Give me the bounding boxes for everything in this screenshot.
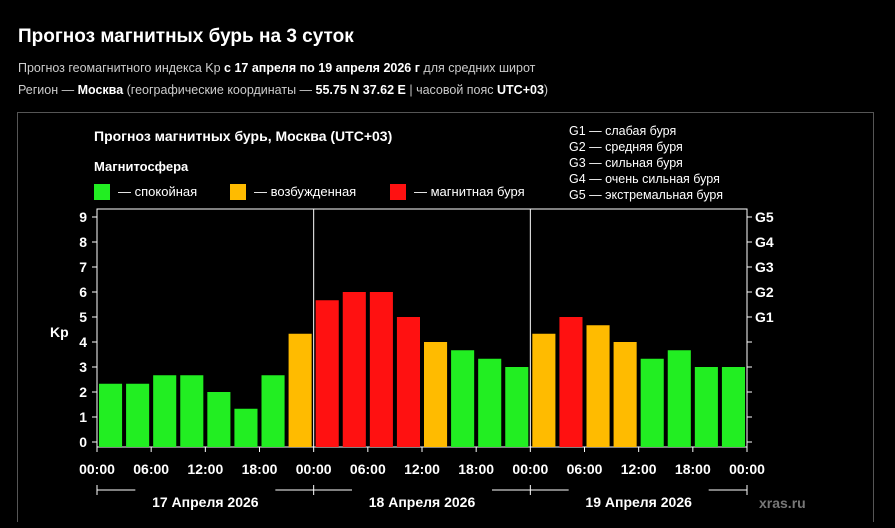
legend-swatch xyxy=(390,184,406,200)
x-tick-label: 06:00 xyxy=(350,461,386,477)
legend-label: — возбужденная xyxy=(254,184,356,199)
x-tick-label: 00:00 xyxy=(729,461,765,477)
timezone-value: UTC+03 xyxy=(497,83,544,97)
coords-prefix: (географические координаты — xyxy=(123,83,316,97)
period-dates: с 17 апреля по 19 апреля 2026 г xyxy=(224,61,420,75)
y-tick-label: 4 xyxy=(79,334,87,350)
day-label: 17 Апреля 2026 xyxy=(152,494,259,510)
kp-bar xyxy=(694,367,718,447)
y-tick-label: 2 xyxy=(79,384,87,400)
timezone-prefix: | часовой пояс xyxy=(405,83,497,97)
y-axis-label: Kp xyxy=(50,324,69,340)
plot-area: 0 1 2 3 4 5 6 7 8 9 G1 G2 G3 G4 G5 00:00 06:00 12:00 18:00… xyxy=(79,208,774,510)
kp-bar xyxy=(153,375,177,447)
kp-bar xyxy=(342,292,366,447)
x-tick-label: 18:00 xyxy=(242,461,278,477)
day-label: 19 Апреля 2026 xyxy=(585,494,692,510)
x-tick-label: 18:00 xyxy=(675,461,711,477)
g-level-label: G4 xyxy=(755,234,774,250)
kp-bar xyxy=(424,342,448,447)
x-tick-label: 12:00 xyxy=(621,461,657,477)
kp-bar xyxy=(559,317,583,447)
g-scale-legend-item: G3 — сильная буря xyxy=(569,156,683,170)
kp-forecast-chart: Прогноз магнитных бурь, Москва (UTC+03) … xyxy=(17,112,874,522)
region-suffix: ) xyxy=(543,83,549,97)
kp-bar xyxy=(369,292,393,447)
kp-bar xyxy=(288,333,312,447)
kp-bar xyxy=(721,367,745,447)
region-name: Москва xyxy=(77,83,124,97)
g-scale-legend-item: G4 — очень сильная буря xyxy=(569,172,720,186)
y-tick-label: 7 xyxy=(79,259,87,275)
kp-bar xyxy=(640,358,664,447)
x-tick-label: 00:00 xyxy=(79,461,115,477)
day-label-bg xyxy=(135,484,276,500)
y-tick-label: 8 xyxy=(79,234,87,250)
y-tick-label: 3 xyxy=(79,359,87,375)
x-tick-label: 00:00 xyxy=(296,461,332,477)
x-tick-label: 00:00 xyxy=(512,461,548,477)
period-prefix: Прогноз геомагнитного индекса Kp xyxy=(18,61,225,75)
g-level-label: G3 xyxy=(755,259,774,275)
period-suffix: для средних широт xyxy=(419,61,536,75)
g-scale-legend-item: G2 — средняя буря xyxy=(569,140,683,154)
kp-bar xyxy=(667,350,691,447)
y-tick-label: 1 xyxy=(79,409,87,425)
y-tick-label: 9 xyxy=(79,209,87,225)
page-title: Прогноз магнитных бурь на 3 суток xyxy=(18,26,354,47)
legend-title: Магнитосфера xyxy=(94,159,189,174)
region-prefix: Регион — xyxy=(18,83,78,97)
day-label: 18 Апреля 2026 xyxy=(369,494,476,510)
kp-bar xyxy=(315,300,339,447)
y-tick-label: 0 xyxy=(79,434,87,450)
legend-label: — магнитная буря xyxy=(414,184,525,199)
x-tick-label: 06:00 xyxy=(133,461,169,477)
watermark: xras.ru xyxy=(759,495,806,511)
kp-bar xyxy=(261,375,285,447)
g-scale-legend-item: G1 — слабая буря xyxy=(569,124,676,138)
x-tick-label: 12:00 xyxy=(187,461,223,477)
legend-swatch xyxy=(94,184,110,200)
legend-swatch xyxy=(230,184,246,200)
kp-bar xyxy=(505,367,529,447)
x-tick-label: 06:00 xyxy=(567,461,603,477)
kp-chart-svg: Прогноз магнитных бурь, Москва (UTC+03) … xyxy=(50,124,806,511)
region-line: Регион — Москва (географические координа… xyxy=(18,83,548,97)
chart-title: Прогноз магнитных бурь, Москва (UTC+03) xyxy=(94,128,392,144)
kp-bar xyxy=(99,383,123,447)
kp-bar xyxy=(532,333,556,447)
g-level-label: G2 xyxy=(755,284,774,300)
kp-bar xyxy=(207,392,231,447)
kp-bar xyxy=(180,375,204,447)
g-level-label: G1 xyxy=(755,309,774,325)
forecast-period-line: Прогноз геомагнитного индекса Kp с 17 ап… xyxy=(18,61,535,75)
kp-bar xyxy=(126,383,150,447)
legend-label: — спокойная xyxy=(118,184,197,199)
kp-bar xyxy=(478,358,502,447)
x-tick-label: 18:00 xyxy=(458,461,494,477)
g-scale-legend-item: G5 — экстремальная буря xyxy=(569,188,723,202)
kp-bar xyxy=(396,317,420,447)
kp-bar xyxy=(613,342,637,447)
y-tick-label: 6 xyxy=(79,284,87,300)
x-tick-label: 12:00 xyxy=(404,461,440,477)
day-label-bg xyxy=(568,484,709,500)
color-legend: — спокойная — возбужденная — магнитная бур… xyxy=(94,184,525,200)
coords-value: 55.75 N 37.62 E xyxy=(315,83,406,97)
y-tick-label: 5 xyxy=(79,309,87,325)
storm-scale-legend: G1 — слабая буря G2 — средняя буря G3 — си… xyxy=(569,124,723,202)
day-label-bg xyxy=(352,484,492,500)
kp-bar xyxy=(234,408,258,447)
kp-bar xyxy=(586,325,610,447)
g-level-label: G5 xyxy=(755,209,774,225)
kp-bar xyxy=(451,350,475,447)
